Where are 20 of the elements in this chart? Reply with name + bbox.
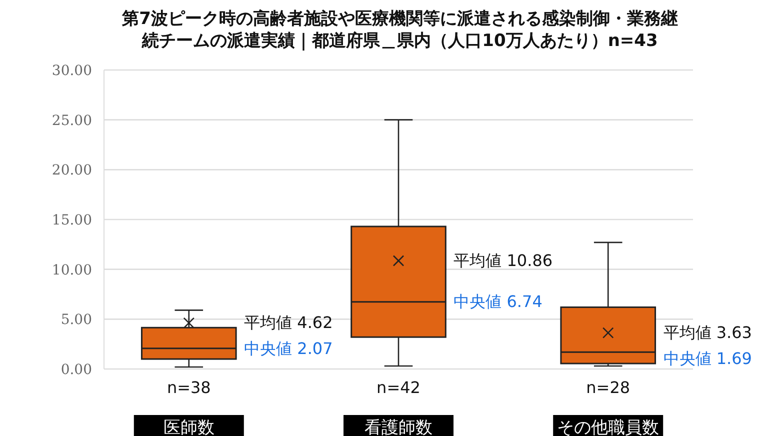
text: n=42	[376, 378, 420, 397]
y-tick-label: 15.00	[52, 212, 92, 228]
annotation: 平均値 4.62	[244, 312, 333, 332]
y-tick-label: 30.00	[52, 63, 92, 79]
text: n=38	[166, 378, 211, 397]
y-tick-label: 0.00	[60, 362, 92, 378]
annotation: 中央値 2.07	[244, 338, 333, 358]
x-tick-label: 医師数	[163, 418, 214, 436]
y-tick-label: 25.00	[52, 112, 92, 129]
chart-title: 第7波ピーク時の高齢者施設や医療機関等に派遣される感染制御・業務継続チームの派遣実績｜都道府県＿県内（人口10万人あたり）n=43	[121, 9, 678, 51]
annotation: 中央値 1.69	[663, 348, 752, 368]
y-tick-label: 5.00	[60, 312, 92, 328]
x-tick-label: 看護師数	[364, 418, 432, 436]
y-tick-label: 10.00	[52, 262, 92, 278]
text: n=28	[586, 378, 630, 397]
x-tick-label: その他職員数	[557, 418, 660, 436]
annotation: 平均値 10.86	[454, 250, 553, 270]
annotation: 平均値 3.63	[663, 322, 752, 342]
annotation: 中央値 6.74	[454, 292, 542, 311]
y-tick-label: 20.00	[52, 162, 92, 179]
